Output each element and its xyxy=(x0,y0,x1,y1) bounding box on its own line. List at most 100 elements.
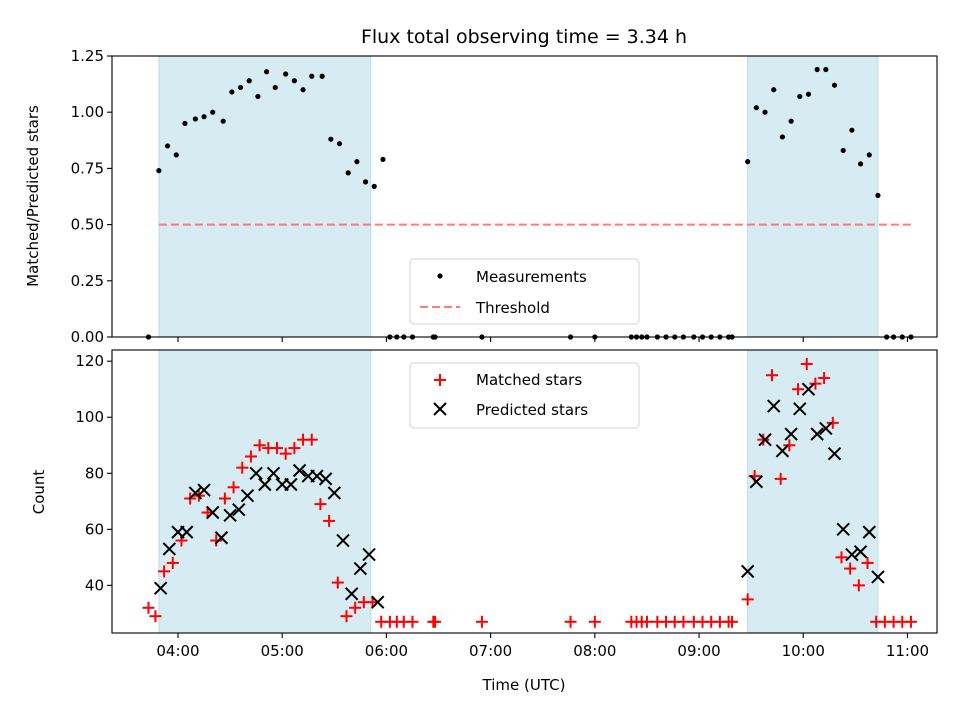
x-axis-label: Time (UTC) xyxy=(482,676,566,694)
predicted-star-point xyxy=(371,595,385,609)
matched-star-point xyxy=(726,615,739,628)
legend-matched-label: Matched stars xyxy=(476,371,582,389)
predicted-star-point xyxy=(862,525,876,539)
predicted-star-point xyxy=(344,587,359,601)
bottom-x-axis: 04:00 05:00 06:00 07:00 08:00 09:00 10:00 11:00 xyxy=(156,633,929,660)
measurement-point xyxy=(875,192,881,198)
matched-star-point xyxy=(904,615,917,628)
measurement-point xyxy=(354,159,360,165)
bottom-y-tick-label: 60 xyxy=(85,520,104,538)
matched-star-point xyxy=(766,369,778,382)
bottom-panel: 40 60 80 100 120 04:00 05:00 06:00 07:00 08:00 09… xyxy=(30,349,938,694)
measurement-point xyxy=(831,82,838,88)
predicted-star-point xyxy=(292,463,307,478)
predicted-star-point xyxy=(162,542,177,556)
legend-threshold-label: Threshold xyxy=(475,299,550,317)
measurement-point xyxy=(319,73,325,79)
measurement-point xyxy=(814,66,820,73)
matched-star-point xyxy=(800,358,813,371)
predicted-star-point xyxy=(362,547,376,562)
top-y-tick-label: 0.50 xyxy=(71,216,104,234)
bottom-y-axis: 40 60 80 100 120 xyxy=(75,352,112,594)
top-x-axis xyxy=(177,337,909,342)
bottom-y-axis-label: Count xyxy=(30,470,48,515)
matched-star-point xyxy=(323,514,336,527)
legend-measurements-marker xyxy=(437,273,443,279)
top-y-tick-label: 1.00 xyxy=(71,103,104,121)
matched-star-point xyxy=(331,576,344,589)
matched-star-point xyxy=(210,534,223,547)
top-y-tick-label: 0.75 xyxy=(71,159,104,177)
x-tick-label: 05:00 xyxy=(261,642,304,660)
predicted-star-point xyxy=(749,474,764,489)
top-y-tick-label: 0.00 xyxy=(71,328,104,346)
predicted-star-point xyxy=(206,505,220,520)
measurement-point xyxy=(246,78,252,84)
x-tick-label: 10:00 xyxy=(782,642,825,660)
predicted-star-point xyxy=(153,581,168,595)
legend-measurements-label: Measurements xyxy=(476,268,587,286)
matched-star-point xyxy=(236,461,249,474)
measurement-point xyxy=(345,170,351,176)
measurement-point xyxy=(866,152,872,158)
measurement-point xyxy=(380,156,386,163)
x-tick-label: 11:00 xyxy=(886,642,929,660)
bottom-y-tick-label: 80 xyxy=(85,464,104,482)
measurement-point xyxy=(857,161,864,167)
predicted-star-point xyxy=(827,446,842,461)
bottom-legend-box xyxy=(409,362,640,429)
matched-star-point xyxy=(429,615,442,628)
matched-star-point xyxy=(844,562,857,575)
measurement-point xyxy=(849,127,855,133)
matched-star-point xyxy=(314,498,327,511)
predicted-star-point xyxy=(871,570,885,584)
matched-star-point xyxy=(757,433,770,446)
matched-star-point xyxy=(349,601,362,614)
matched-star-point xyxy=(166,556,179,569)
bottom-data-points xyxy=(142,358,917,628)
matched-star-point xyxy=(142,601,155,614)
measurement-point xyxy=(771,87,777,93)
measurement-point xyxy=(840,147,846,154)
top-plot-frame xyxy=(111,55,938,338)
matched-star-point xyxy=(588,615,601,628)
matched-star-point xyxy=(826,416,839,429)
matched-star-point xyxy=(271,442,283,455)
measurement-point xyxy=(362,179,369,185)
predicted-star-point xyxy=(318,472,333,486)
top-shaded-regions xyxy=(158,55,879,338)
top-legend-box xyxy=(409,258,640,325)
matched-star-point xyxy=(564,615,577,628)
predicted-star-point xyxy=(214,531,229,545)
top-legend: Measurements Threshold xyxy=(409,258,640,325)
measurement-point xyxy=(156,168,162,174)
predicted-star-point xyxy=(266,466,281,480)
legend-predicted-label: Predicted stars xyxy=(476,401,588,419)
matched-star-point xyxy=(158,565,171,578)
predicted-star-point xyxy=(775,444,790,458)
bottom-plot-frame xyxy=(111,349,938,634)
predicted-star-point xyxy=(197,483,211,497)
predicted-star-point xyxy=(819,421,833,436)
top-band-1 xyxy=(747,55,879,338)
matched-star-point xyxy=(218,492,231,505)
predicted-star-point xyxy=(810,427,824,441)
matched-star-point xyxy=(475,615,488,628)
measurement-point xyxy=(823,66,829,73)
measurement-point xyxy=(220,118,226,124)
measurement-point xyxy=(283,71,289,77)
matched-star-point xyxy=(861,556,874,569)
predicted-star-point xyxy=(758,432,772,447)
x-tick-label: 07:00 xyxy=(469,642,512,660)
predicted-star-point xyxy=(179,525,194,539)
measurement-point xyxy=(745,159,751,165)
top-y-tick-label: 0.25 xyxy=(71,272,104,290)
legend-matched-marker xyxy=(434,374,446,386)
matched-star-point xyxy=(741,593,754,606)
measurement-point xyxy=(371,183,377,189)
x-tick-label: 09:00 xyxy=(677,642,720,660)
matched-star-point xyxy=(783,439,796,452)
measurement-point xyxy=(164,143,171,149)
predicted-star-point xyxy=(836,522,850,537)
